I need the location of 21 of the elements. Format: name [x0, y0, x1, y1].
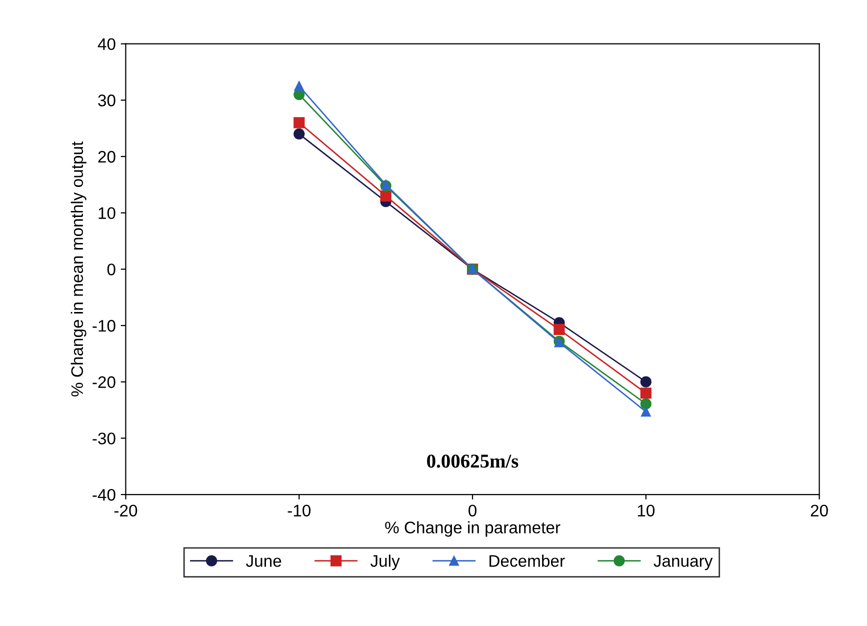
y-tick-label: -20	[92, 376, 116, 388]
y-tick-label: 20	[98, 150, 116, 163]
y-tick-label: 30	[98, 94, 116, 106]
y-axis-title: % Change in mean monthly output	[70, 141, 86, 396]
legend-label: June	[246, 555, 282, 567]
x-tick-label: -20	[114, 504, 138, 517]
legend-label: January	[654, 555, 713, 570]
x-tick-label: 10	[638, 504, 655, 517]
y-tick-label: -30	[92, 432, 116, 444]
annotation: 0.00625m/s	[427, 454, 518, 468]
x-tick-label: 20	[810, 504, 828, 517]
y-tick-label: 10	[98, 207, 116, 220]
y-tick-label: 0	[107, 264, 116, 276]
legend-label: July	[370, 554, 400, 570]
y-tick-label: -40	[92, 488, 116, 501]
y-tick-label: -10	[92, 320, 116, 332]
x-tick-label: 0	[468, 504, 476, 517]
x-axis-title: % Change in parameter	[385, 521, 560, 537]
x-tick-label: -10	[288, 504, 311, 517]
y-tick-label: 40	[98, 38, 116, 50]
legend-label: December	[490, 554, 565, 567]
